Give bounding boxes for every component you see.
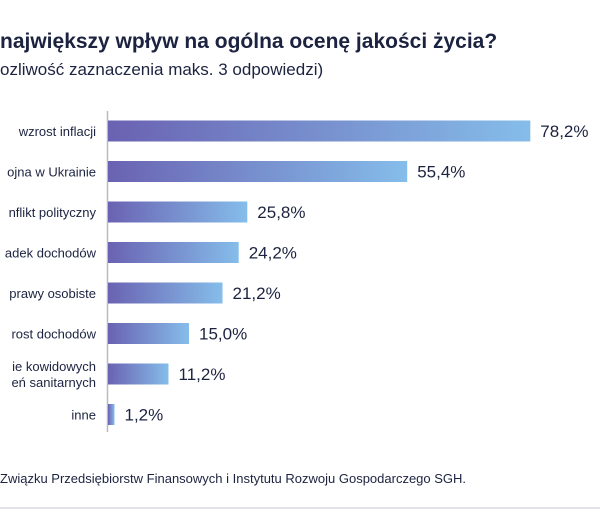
value-label-8: 1,2% <box>125 406 164 425</box>
value-label-5: 21,2% <box>233 284 281 303</box>
value-label-6: 15,0% <box>199 325 247 344</box>
bar-7 <box>108 363 169 385</box>
category-label-5: prawy osobiste <box>9 286 96 301</box>
source-note: Związku Przedsiębiorstw Finansowych i In… <box>0 471 467 486</box>
category-label-3: nflikt polityczny <box>9 205 97 220</box>
value-label-3: 25,8% <box>257 203 305 222</box>
bar-8 <box>108 404 115 425</box>
value-label-1: 78,2% <box>540 122 588 141</box>
category-label-7-line-1: ie kowidowych <box>12 359 96 374</box>
category-label-8: inne <box>71 408 96 423</box>
bar-2 <box>108 161 408 182</box>
category-label-4: adek dochodów <box>5 246 97 261</box>
category-label-1: wzrost inflacji <box>18 124 96 139</box>
category-label-2: ojna w Ukrainie <box>7 165 96 180</box>
chart-subtitle: ozliwość zaznaczenia maks. 3 odpowiedzi) <box>0 60 324 79</box>
bar-3 <box>108 201 248 223</box>
bar-5 <box>108 282 223 304</box>
category-label-6: rost dochodów <box>11 327 96 342</box>
value-label-2: 55,4% <box>417 163 465 182</box>
bar-6 <box>108 323 189 344</box>
value-label-4: 24,2% <box>249 244 297 263</box>
bar-4 <box>108 242 239 263</box>
category-label-7-line-2: eń sanitarnych <box>11 375 96 390</box>
bottom-divider <box>0 507 600 509</box>
chart-title: największy wpływ na ogólna ocenę jakości… <box>0 30 498 53</box>
bar-1 <box>108 120 531 142</box>
bar-chart: 78,2% wzrost inflacji 55,4% ojna w Ukrainie… <box>5 111 589 432</box>
value-label-7: 11,2% <box>179 365 226 384</box>
